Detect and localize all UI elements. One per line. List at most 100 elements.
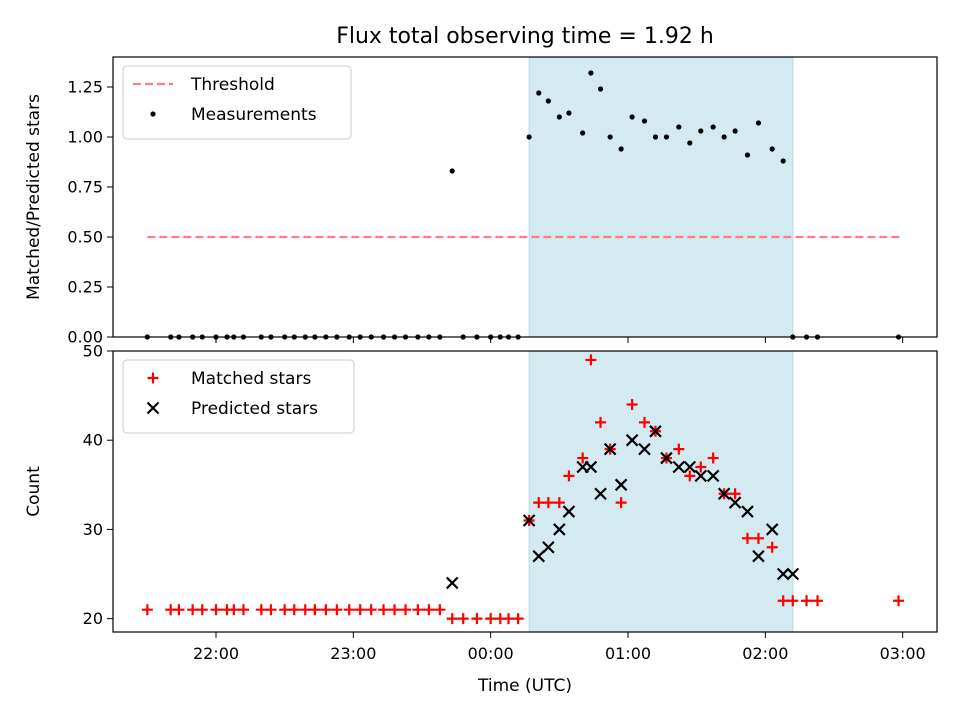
axes-frame xyxy=(112,350,938,633)
data-point xyxy=(652,134,659,140)
data-point xyxy=(196,604,208,616)
data-point xyxy=(801,595,813,607)
data-point xyxy=(445,576,459,590)
legend-swatch xyxy=(146,401,160,415)
data-point xyxy=(566,110,572,116)
data-point xyxy=(457,613,469,625)
data-point xyxy=(755,120,762,126)
y-tick-label: 0.75 xyxy=(67,178,103,197)
data-point xyxy=(744,152,751,158)
data-point xyxy=(663,134,670,140)
data-point xyxy=(532,549,546,563)
y-tick-label: 0.25 xyxy=(67,278,103,297)
data-point xyxy=(721,134,727,140)
data-point xyxy=(320,604,332,616)
data-point xyxy=(706,469,720,483)
legend-box xyxy=(122,359,355,434)
data-point xyxy=(585,354,597,366)
data-point xyxy=(638,416,650,428)
data-point xyxy=(673,443,685,455)
data-point xyxy=(603,442,617,456)
data-point xyxy=(752,549,765,563)
data-point xyxy=(187,604,199,616)
legend-label: Predicted stars xyxy=(191,399,318,419)
data-point xyxy=(471,613,483,625)
data-point xyxy=(299,604,311,616)
y-tick-label: 40 xyxy=(83,431,103,450)
legend-swatch xyxy=(147,372,159,384)
data-point xyxy=(545,98,551,104)
data-point xyxy=(687,140,693,146)
data-point xyxy=(649,425,662,438)
data-point xyxy=(780,158,786,164)
data-point xyxy=(741,532,753,544)
legend-label: Matched stars xyxy=(191,369,311,389)
data-point xyxy=(752,532,764,544)
data-point xyxy=(812,595,824,607)
data-point xyxy=(717,487,731,501)
x-tick-label: 00:00 xyxy=(468,644,514,663)
y-tick-label: 0.50 xyxy=(67,228,103,247)
data-point xyxy=(365,604,377,616)
x-tick-label: 01:00 xyxy=(605,644,651,663)
data-point xyxy=(710,124,716,130)
data-point xyxy=(660,451,673,465)
x-tick-label: 22:00 xyxy=(193,644,239,663)
data-point xyxy=(423,604,435,616)
y-tick-label: 30 xyxy=(83,520,103,539)
data-point xyxy=(695,461,707,473)
data-point xyxy=(542,497,554,509)
data-point xyxy=(676,124,682,130)
data-point xyxy=(309,604,321,616)
series-matched-stars xyxy=(141,354,905,625)
chart-title: Flux total observing time = 1.92 h xyxy=(336,24,714,49)
data-point xyxy=(279,604,291,616)
data-point xyxy=(786,567,800,581)
data-point xyxy=(732,128,738,134)
data-point xyxy=(580,130,586,136)
data-point xyxy=(526,134,532,140)
data-point xyxy=(173,604,185,616)
data-point xyxy=(684,470,696,482)
y-tick-label: 0.00 xyxy=(67,328,103,347)
count-panel: 20 30 40 50 22:00 23:00 00:00 01:00 02:00 03:00 Co… xyxy=(24,342,938,663)
data-point xyxy=(449,168,455,174)
ratio-panel: 0.00 0.25 0.50 0.75 1.00 1.25 Matched/Predicte… xyxy=(24,56,938,347)
x-tick-label: 02:00 xyxy=(742,644,788,663)
data-point xyxy=(588,70,594,76)
data-point xyxy=(343,604,355,616)
data-point xyxy=(594,487,607,501)
data-point xyxy=(728,496,742,509)
data-point xyxy=(777,595,789,607)
data-point xyxy=(683,460,697,474)
y-tick-label: 1.00 xyxy=(67,128,103,147)
data-point xyxy=(765,523,779,536)
data-point xyxy=(893,595,905,607)
legend-box xyxy=(122,65,352,140)
data-point xyxy=(707,452,719,464)
axes-frame xyxy=(112,56,938,338)
y-axis-label: Matched/Predicted stars xyxy=(24,94,44,300)
data-point xyxy=(553,497,565,509)
data-point xyxy=(255,604,267,616)
data-point xyxy=(626,399,638,411)
y-axis-label: Count xyxy=(24,466,44,517)
data-point xyxy=(434,604,446,616)
x-tick-label: 03:00 xyxy=(880,644,926,663)
data-point xyxy=(694,469,708,483)
data-point xyxy=(776,567,790,581)
data-point xyxy=(562,505,576,518)
data-point xyxy=(331,604,343,616)
data-point xyxy=(614,478,628,492)
data-point xyxy=(629,114,635,120)
data-point xyxy=(288,604,300,616)
data-point xyxy=(400,604,412,616)
data-point xyxy=(389,604,401,616)
data-point xyxy=(563,470,575,482)
data-point xyxy=(672,460,686,474)
data-point xyxy=(533,497,545,509)
data-point xyxy=(536,90,542,96)
data-point xyxy=(618,146,624,152)
data-point xyxy=(729,488,741,500)
data-point xyxy=(638,442,651,456)
